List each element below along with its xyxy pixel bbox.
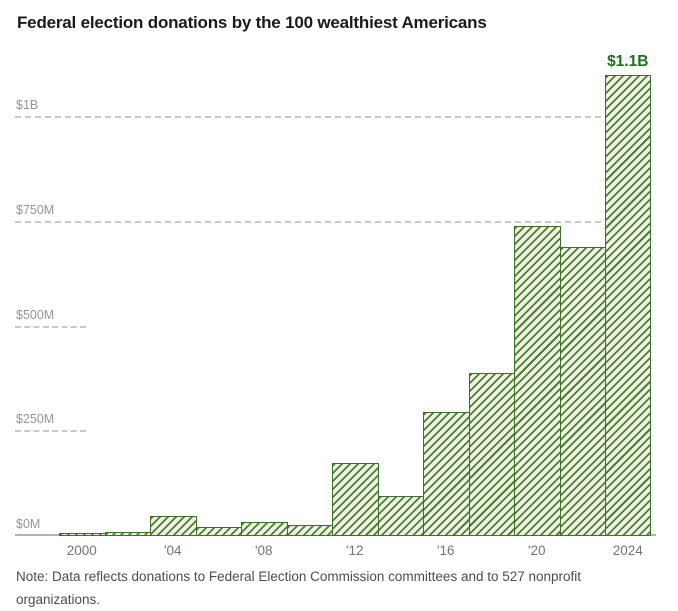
bar-2012 — [332, 463, 379, 536]
y-gridline-1000 — [15, 116, 651, 118]
x-axis-label-2020: '20 — [527, 543, 546, 558]
y-axis-label-250: $250M — [16, 412, 55, 427]
bar-2014 — [377, 496, 425, 536]
bar-value-label: $1.1B — [607, 53, 649, 70]
chart-note: Note: Data reflects donations to Federal… — [16, 569, 582, 607]
bar-2022 — [559, 247, 607, 536]
x-axis-label-2004: '04 — [163, 543, 182, 558]
bar-2016 — [423, 412, 470, 536]
bar-2004 — [150, 516, 197, 536]
y-axis-label-1000: $1B — [16, 98, 39, 112]
bar-2020 — [514, 226, 561, 536]
bar-2006 — [195, 527, 243, 536]
bar-2008 — [241, 522, 288, 536]
x-axis-label-2012: '12 — [345, 543, 364, 558]
x-axis-label-2000: 2000 — [66, 543, 97, 558]
x-axis-label-2016: '16 — [436, 543, 455, 558]
y-axis-label-500: $500M — [16, 307, 55, 322]
y-axis-label-0: $0M — [16, 517, 41, 531]
bar-2002 — [104, 532, 152, 536]
x-axis-label-2024: 2024 — [612, 543, 643, 558]
bar-2010 — [286, 525, 334, 536]
y-axis-label-750: $750M — [16, 202, 55, 217]
y-gridline-750 — [15, 220, 651, 223]
x-axis-label-2008: '08 — [254, 543, 273, 558]
y-gridline-500 — [15, 325, 86, 328]
bar-2000 — [59, 533, 106, 536]
chart-title: Federal election donations by the 100 we… — [17, 13, 487, 32]
bar-2018 — [468, 373, 516, 536]
y-gridline-250 — [15, 430, 86, 433]
bar-2024 — [605, 75, 651, 536]
